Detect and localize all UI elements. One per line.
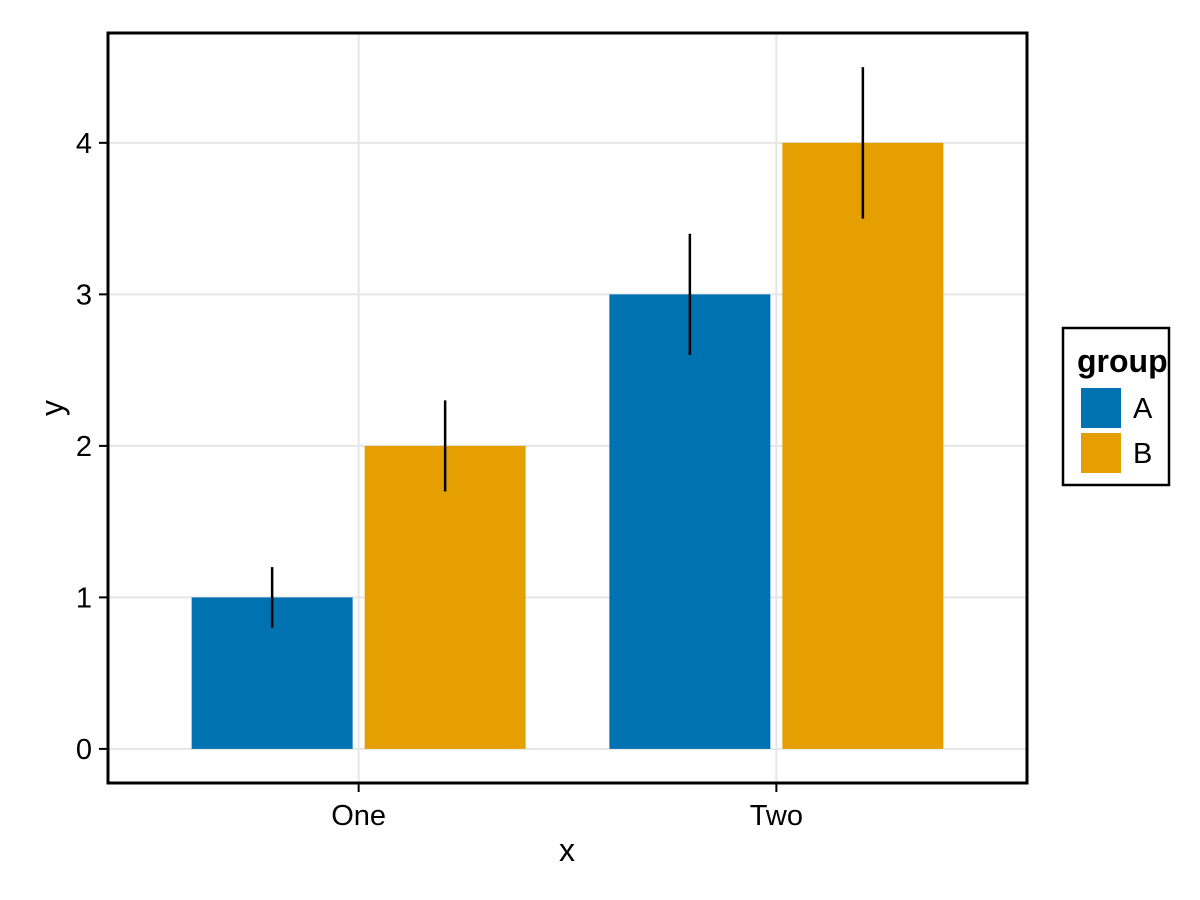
panel-border [106,31,1029,785]
bar-Two-A [609,294,771,749]
y-axis-title: y [34,400,70,416]
legend-swatch-b [1081,433,1121,473]
x-axis-title: x [559,832,575,868]
legend-label-b: B [1133,438,1152,470]
legend-title: group [1077,343,1168,379]
error-bars [270,67,865,628]
legend-entry-a: A [1081,388,1153,428]
legend-label-a: A [1133,393,1153,425]
bar-Two-B [782,142,944,749]
legend-entry-b: B [1081,433,1152,473]
y-tick-label-3: 3 [76,279,92,311]
y-tick-label-2: 2 [76,431,92,463]
x-tick-label-Two: Two [750,800,803,832]
legend: group A B [1061,326,1171,487]
y-tick-label-0: 0 [76,734,92,766]
bar-One-B [364,445,526,749]
bars [191,142,944,749]
axis-tick-labels: 0 1 2 3 4 One Two [76,128,803,832]
y-tick-label-4: 4 [76,128,92,160]
legend-swatch-a [1081,388,1121,428]
axis-ticks [99,141,778,792]
y-tick-label-1: 1 [76,582,92,614]
x-tick-label-One: One [331,800,386,832]
